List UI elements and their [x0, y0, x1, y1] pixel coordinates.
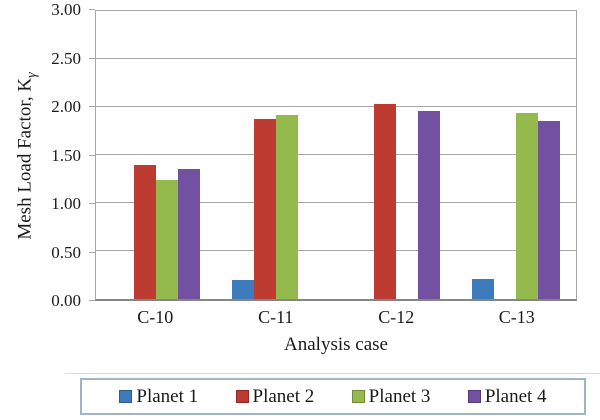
gridline	[96, 250, 576, 251]
bar-slot	[472, 11, 494, 299]
bar-planet-1-c-13	[472, 278, 494, 299]
bar-planet-3-c-13	[516, 112, 538, 299]
bar-planet-2-c-12	[374, 104, 396, 299]
y-tick-mark	[89, 106, 95, 107]
y-tick-label: 1.50	[51, 145, 81, 165]
y-axis-tick-marks	[89, 9, 95, 301]
bar-group-c-10	[96, 11, 216, 299]
bar-planet-3-c-11	[276, 114, 298, 299]
y-tick-label: 0.00	[51, 291, 81, 310]
bar-slot	[516, 11, 538, 299]
bar-planet-3-c-10	[156, 179, 178, 299]
legend-swatch-planet-2	[235, 390, 249, 403]
bar-planet-2-c-11	[254, 118, 276, 299]
plot-area	[95, 10, 577, 301]
bar-slot	[276, 11, 298, 299]
bar-group-c-12	[336, 11, 456, 299]
gridline	[96, 10, 576, 11]
y-tick-label: 0.50	[51, 242, 81, 262]
bar-group-c-11	[216, 11, 336, 299]
x-tick-label-c-10: C-10	[137, 307, 174, 327]
bar-slot	[418, 11, 440, 299]
legend: Planet 1 Planet 2 Planet 3 Planet 4	[80, 378, 586, 415]
legend-label: Planet 2	[252, 385, 315, 407]
y-tick-mark	[89, 154, 95, 156]
gridline	[96, 202, 576, 203]
legend-label: Planet 3	[368, 385, 431, 407]
y-tick-mark	[89, 57, 95, 59]
x-tick-label-c-12: C-12	[378, 307, 415, 327]
bar-slot	[232, 11, 254, 299]
y-tick-label: 2.50	[51, 48, 81, 68]
gridline	[96, 58, 576, 59]
bar-slot	[178, 11, 200, 299]
x-tick-label-c-11: C-11	[258, 307, 294, 327]
x-tick-label-c-13: C-13	[498, 307, 535, 327]
bar-slot	[112, 11, 134, 299]
legend-swatch-planet-4	[467, 390, 481, 403]
y-tick-mark	[89, 251, 95, 253]
legend-item-planet-1: Planet 1	[119, 386, 198, 408]
bar-planet-1-c-11	[232, 279, 254, 299]
legend-label: Planet 1	[136, 385, 199, 407]
legend-label: Planet 4	[484, 385, 547, 407]
y-tick-mark	[89, 9, 95, 10]
x-axis-title: Analysis case	[284, 334, 388, 355]
x-axis-labels: C-10 C-11 C-12 C-13	[95, 307, 577, 328]
bar-slot	[134, 11, 156, 299]
bar-slot	[352, 11, 374, 299]
bar-planet-4-c-13	[538, 121, 560, 299]
bar-planet-2-c-10	[134, 164, 156, 299]
y-tick-mark	[89, 300, 95, 301]
bar-slot	[396, 11, 418, 299]
y-axis-tick-labels: 0.00 0.50 1.00 1.50 2.00 2.50 3.00	[0, 1, 88, 310]
bar-group-c-13	[456, 11, 576, 299]
y-tick-label: 3.00	[51, 0, 81, 19]
y-tick-label: 1.00	[51, 194, 81, 213]
legend-divider	[65, 373, 600, 374]
y-tick-label: 2.00	[51, 97, 81, 116]
gridline	[96, 154, 576, 155]
legend-item-planet-2: Planet 2	[235, 385, 315, 408]
legend-swatch-planet-3	[351, 390, 365, 403]
bar-slot	[298, 11, 320, 299]
bar-planet-4-c-12	[418, 110, 440, 299]
bar-slot	[494, 11, 516, 299]
bar-slot	[374, 11, 396, 299]
bar-slot	[156, 11, 178, 299]
legend-item-planet-3: Planet 3	[351, 385, 431, 408]
bar-groups	[96, 11, 576, 299]
gridline	[96, 106, 576, 107]
bar-slot	[538, 11, 560, 299]
y-tick-mark	[89, 203, 95, 204]
bar-planet-4-c-10	[178, 169, 200, 299]
legend-swatch-planet-1	[119, 390, 133, 403]
bar-slot	[254, 11, 276, 299]
legend-item-planet-4: Planet 4	[467, 385, 547, 408]
